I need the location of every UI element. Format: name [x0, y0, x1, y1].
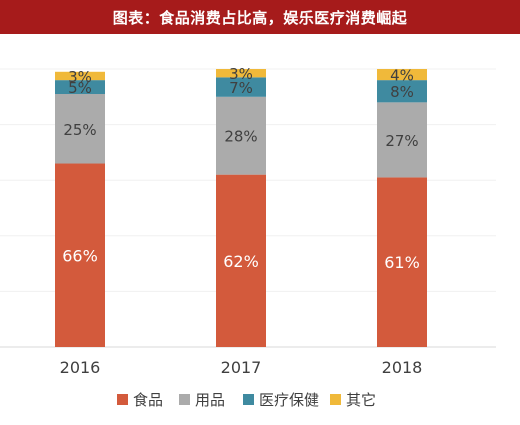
data-label: 3% [68, 68, 92, 86]
legend-label: 其它 [346, 391, 376, 409]
bar-segment [216, 77, 266, 97]
data-label: 28% [224, 128, 257, 146]
bar-segment [216, 96, 266, 175]
legend-label: 医疗保健 [259, 391, 319, 409]
legend-swatch [330, 394, 341, 405]
legend-swatch [243, 394, 254, 405]
bar-segment [377, 177, 427, 347]
bar-segment [377, 69, 427, 81]
bar-segment [216, 174, 266, 347]
legend-swatch [179, 394, 190, 405]
data-label: 62% [223, 252, 259, 271]
chart-title-banner: 图表：食品消费占比高，娱乐医疗消费崛起 [0, 0, 520, 34]
stacked-bar-chart: 66%25%5%3%62%28%7%3%61%27%8%4% 2016 2017 2… [0, 65, 496, 409]
data-label: 27% [385, 132, 418, 150]
data-label: 4% [390, 67, 414, 85]
bar-segment [216, 69, 266, 78]
legend-swatch [117, 394, 128, 405]
x-tick-label: 2017 [221, 358, 262, 377]
bar-segment [377, 102, 427, 178]
bar-segment [55, 163, 105, 347]
bar-segment [377, 80, 427, 103]
data-label: 5% [68, 79, 92, 97]
data-label: 3% [229, 65, 253, 83]
bar-segment [55, 80, 105, 95]
x-tick-label: 2018 [382, 358, 423, 377]
data-label: 8% [390, 83, 414, 101]
data-label: 61% [384, 253, 420, 272]
legend-label: 食品 [133, 391, 163, 409]
data-label: 25% [63, 121, 96, 139]
data-label: 66% [62, 246, 98, 265]
legend-label: 用品 [195, 391, 225, 409]
x-tick-label: 2016 [60, 358, 101, 377]
bar-segment [55, 71, 105, 81]
data-label: 7% [229, 79, 253, 97]
chart-title: 图表：食品消费占比高，娱乐医疗消费崛起 [112, 8, 408, 27]
bar-segment [55, 94, 105, 164]
